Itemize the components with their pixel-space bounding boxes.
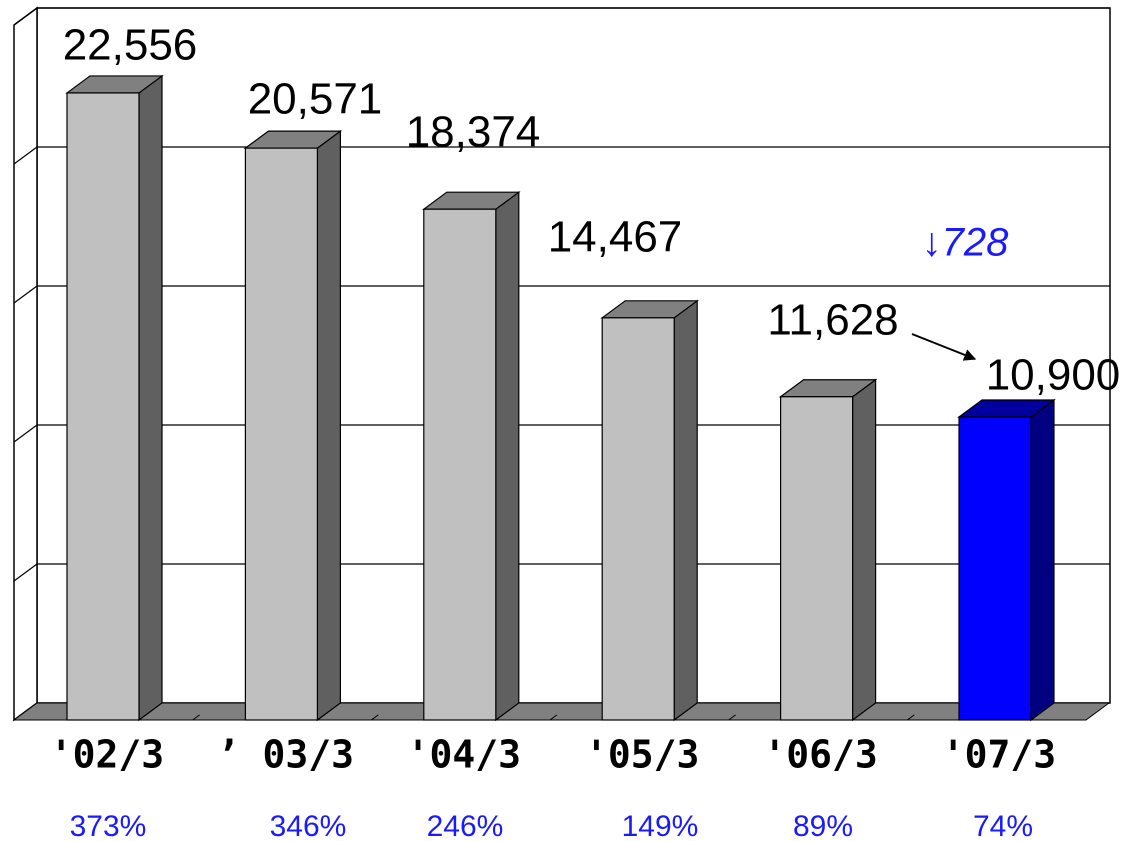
bar — [243, 129, 343, 722]
bar-side — [1030, 398, 1055, 722]
x-tick-label: ’ 03/3 — [217, 733, 354, 777]
x-tick-label: '04/3 — [407, 733, 521, 777]
bar-side — [673, 299, 698, 722]
ratio-label: 373% — [70, 810, 147, 841]
ratio-label: 74% — [973, 810, 1033, 841]
data-label: 10,900 — [986, 351, 1121, 400]
bar-side — [316, 129, 341, 722]
bar-front — [66, 92, 140, 721]
plot-area — [12, 6, 1111, 722]
floor-divider — [371, 714, 379, 721]
ratio-label: 149% — [622, 810, 699, 841]
x-tick-label: '05/3 — [585, 733, 699, 777]
grid-line — [13, 563, 1110, 582]
side-wall — [13, 6, 38, 722]
bar — [600, 299, 700, 722]
annotation: ↓728 — [922, 221, 1009, 265]
bar-front — [779, 396, 854, 721]
data-label: 20,571 — [248, 75, 383, 124]
arrow — [911, 333, 977, 361]
bar-front — [423, 208, 497, 721]
bar-side — [495, 191, 520, 722]
ratio-label: 346% — [270, 810, 347, 841]
ratio-label: 246% — [427, 810, 504, 841]
bar — [778, 378, 878, 722]
back-wall — [36, 7, 1111, 704]
floor-divider — [728, 714, 736, 721]
floor-divider — [907, 714, 915, 721]
bar-side — [851, 378, 877, 722]
ratio-label: 89% — [793, 810, 853, 841]
x-tick-label: '06/3 — [763, 733, 877, 777]
floor-divider — [549, 714, 558, 721]
bar — [65, 74, 164, 722]
grid-line — [13, 7, 1110, 26]
data-label: 14,467 — [548, 213, 683, 262]
bar-side — [138, 74, 163, 722]
grid-line — [13, 285, 1110, 304]
data-label: 22,556 — [63, 21, 198, 70]
floor — [12, 702, 1111, 721]
bar-front — [601, 317, 675, 721]
bar-front — [244, 147, 318, 721]
bar — [421, 191, 521, 722]
floor-divider — [192, 714, 200, 721]
bar — [957, 398, 1056, 722]
data-label: 11,628 — [767, 296, 898, 345]
x-tick-label: '07/3 — [942, 733, 1056, 777]
bar-front — [958, 416, 1032, 721]
x-tick-label: '02/3 — [50, 733, 164, 777]
grid-line — [13, 146, 1110, 165]
grid-line — [13, 424, 1110, 443]
data-label: 18,374 — [406, 108, 541, 157]
